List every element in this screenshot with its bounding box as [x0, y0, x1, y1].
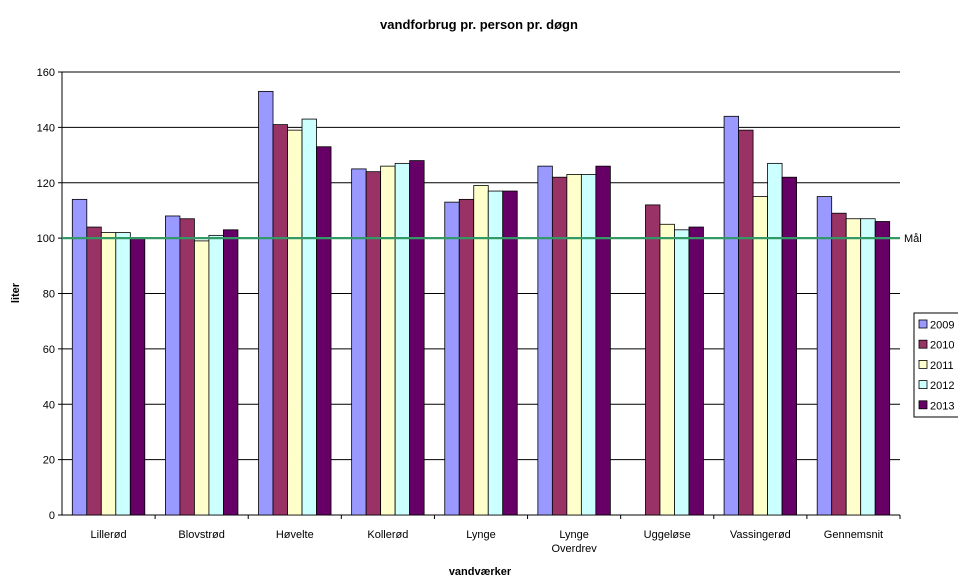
x-tick-label: Vassingerød	[730, 529, 791, 541]
bar	[674, 229, 690, 516]
bar	[115, 232, 131, 516]
bar	[365, 171, 382, 516]
bar	[473, 185, 489, 516]
bar	[129, 237, 146, 516]
bar	[208, 234, 224, 516]
x-tick-label: Uggeløse	[644, 529, 691, 541]
bar	[688, 226, 704, 516]
bar	[580, 174, 597, 516]
bar	[287, 129, 303, 516]
bar	[551, 176, 568, 516]
chart-title: vandforbrug pr. person pr. døgn	[380, 17, 578, 32]
y-tick-label: 20	[43, 455, 55, 467]
bar	[502, 190, 518, 516]
legend-swatch	[918, 380, 928, 390]
y-tick-label: 160	[37, 67, 55, 79]
bar	[223, 229, 239, 516]
legend-label: 2010	[930, 340, 954, 352]
y-axis-title: liter	[10, 282, 22, 303]
bar	[752, 196, 768, 516]
x-tick-label: Lynge	[466, 529, 496, 541]
bar	[409, 160, 425, 516]
legend: 2009 2010 2011 2012 2013	[913, 312, 958, 418]
x-tick-label: Lynge Overdrev	[551, 529, 597, 555]
y-tick-label: 140	[37, 122, 55, 134]
legend-swatch	[918, 400, 928, 410]
legend-swatch	[918, 319, 928, 329]
legend-label: 2013	[930, 400, 954, 412]
bar	[860, 218, 876, 516]
legend-swatch	[918, 359, 928, 369]
bar	[272, 124, 288, 516]
bar	[394, 162, 411, 516]
bar	[179, 218, 195, 516]
y-tick-label: 40	[43, 399, 55, 411]
bar	[645, 204, 661, 516]
bar	[86, 226, 102, 516]
y-tick-label: 80	[43, 289, 55, 301]
bar	[566, 174, 582, 516]
x-tick-label: Blovstrød	[178, 529, 224, 541]
bar	[738, 129, 754, 516]
bar	[71, 198, 88, 516]
bar	[165, 215, 181, 516]
bar	[723, 115, 739, 516]
bar	[194, 240, 210, 516]
bar	[380, 165, 396, 516]
bar	[487, 190, 504, 516]
bar	[537, 165, 553, 516]
legend-swatch	[918, 339, 928, 349]
x-tick-label: Kollerød	[367, 529, 408, 541]
bar	[458, 198, 475, 516]
x-tick-label: Gennemsnit	[824, 529, 883, 541]
bar	[301, 118, 317, 516]
bar	[351, 168, 367, 516]
x-tick-label: Lillerød	[91, 529, 127, 541]
bar	[100, 232, 117, 516]
bar	[767, 162, 783, 516]
bar	[444, 201, 460, 516]
y-tick-label: 120	[37, 178, 55, 190]
x-tick-label: Høvelte	[276, 529, 314, 541]
bar	[258, 90, 274, 516]
legend-label: 2011	[930, 360, 954, 372]
bar	[816, 196, 833, 516]
y-tick-label: 60	[43, 344, 55, 356]
legend-label: 2012	[930, 380, 954, 392]
bar	[831, 212, 847, 516]
bar	[659, 223, 675, 516]
bar	[595, 165, 611, 516]
plot-area: 0 20 40 60 80 100 120 140 160 Lillerød Blovstrød Hø…	[37, 67, 922, 555]
bar	[874, 221, 891, 516]
y-tick-label: 0	[49, 510, 55, 522]
bar	[845, 218, 862, 516]
legend-label: 2009	[930, 320, 954, 332]
bar	[781, 176, 797, 516]
y-tick-label: 100	[37, 233, 55, 245]
bar	[316, 146, 332, 516]
x-axis-title: vandværker	[449, 566, 512, 578]
target-line-label: Mål	[904, 233, 922, 245]
